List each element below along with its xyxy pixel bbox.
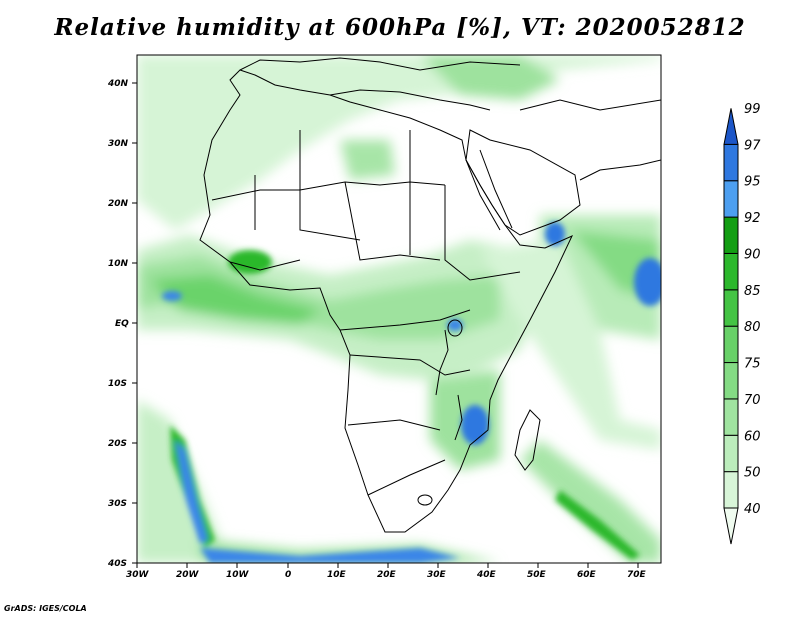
lat-label: 20N [108,199,129,209]
lon-label: 20E [377,570,397,580]
coastlines [199,57,661,533]
lat-label: 40S [107,559,127,569]
colorbar-label: 92 [744,211,761,226]
lat-label: EQ [115,319,129,329]
colorbar-label: 97 [744,138,761,153]
lon-label: 0 [285,570,291,580]
humidity-shading [137,55,661,563]
lat-label: 30S [108,499,127,509]
lat-label: 10N [108,259,129,269]
colorbar-box [723,143,739,182]
colorbar-label: 60 [744,429,761,444]
colorbar-label: 99 [744,102,761,117]
colorbar-label: 70 [744,393,761,408]
lon-label: 60E [577,570,597,580]
lon-label: 30E [427,570,447,580]
colorbar-label: 80 [744,320,761,335]
lat-label: 20S [108,439,127,449]
colorbar-label: 75 [744,357,761,372]
colorbar-box [723,289,739,327]
colorbar-box [723,216,739,254]
colorbar-box [723,180,739,218]
lat-label: 30N [108,139,129,149]
colorbar-box [723,362,739,400]
map-frame [136,54,662,564]
lon-label: 10W [226,570,250,580]
lon-label: 50E [527,570,547,580]
lon-label: 70E [627,570,647,580]
colorbar-label: 90 [744,247,761,262]
colorbar-arrow-low [723,507,739,545]
latitude-labels: 40N 30N 20N 10N EQ 10S 20S 30S 40S [107,79,129,569]
colorbar-label: 50 [744,466,761,481]
colorbar-box [723,252,739,291]
colorbar-box [723,398,739,436]
colorbar-arrow-high [723,108,739,145]
lat-label: 10S [108,379,127,389]
colorbar-label: 95 [744,175,761,190]
colorbar-box [723,434,739,473]
map-title: Relative humidity at 600hPa [%], VT: 202… [54,14,746,41]
axis-ticks [132,82,639,568]
colorbar-box [723,471,739,509]
colorbar-box [723,325,739,364]
colorbar-label: 40 [744,502,761,517]
lon-label: 10E [327,570,347,580]
lat-label: 40N [107,79,129,89]
lon-label: 20W [176,570,200,580]
colorbar-label: 85 [744,284,761,299]
credit-text: GrADS: IGES/COLA [4,604,87,613]
longitude-labels: 30W 20W 10W 0 10E 20E 30E 40E 50E 60E 70… [126,570,647,580]
colorbar: 40 50 60 70 75 80 85 90 92 95 97 99 [723,102,761,545]
lon-label: 40E [476,570,497,580]
lon-label: 30W [126,570,150,580]
